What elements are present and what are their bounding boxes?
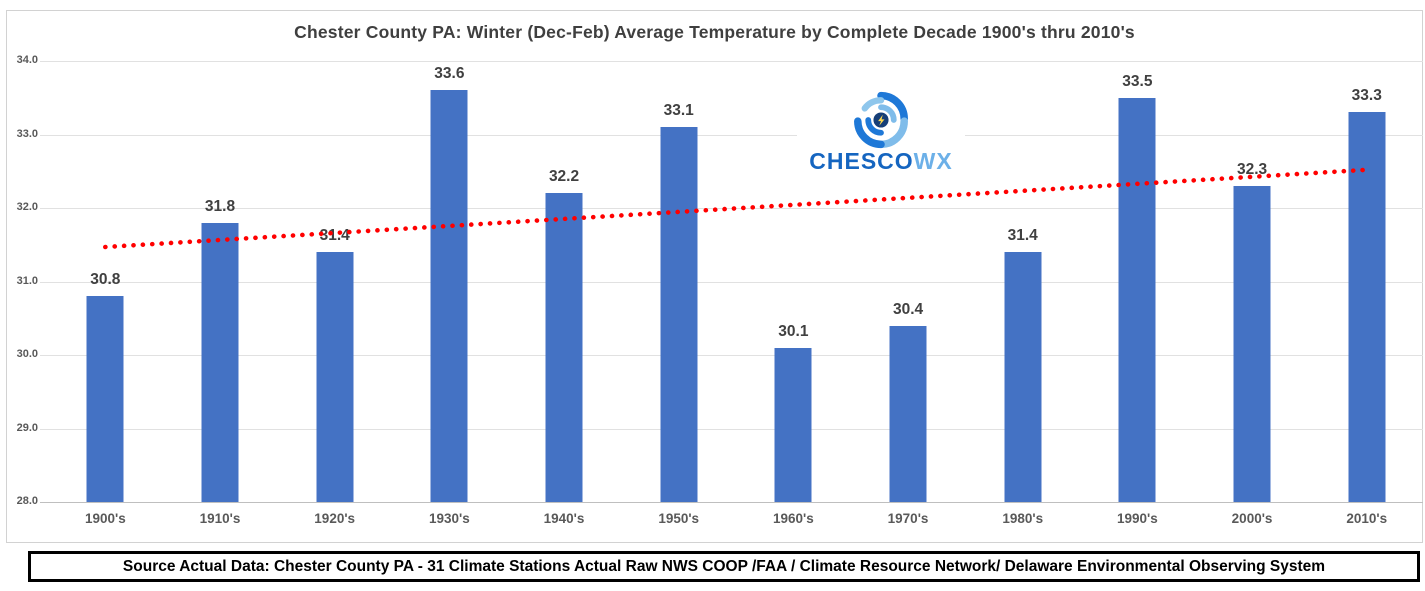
source-text: Source Actual Data: Chester County PA - … [122, 557, 1326, 575]
bar [430, 90, 468, 502]
bar-slot: 31.4 [277, 61, 392, 502]
bar-value-label: 33.3 [1351, 87, 1382, 105]
logo-text-secondary: WX [913, 148, 953, 174]
hurricane-swirl-icon [854, 91, 908, 149]
y-axis-tick-label: 32.0 [16, 201, 38, 213]
bar-value-label: 33.1 [663, 102, 694, 120]
bar-slot: 32.3 [1195, 61, 1310, 502]
bar-slot: 30.8 [48, 61, 163, 502]
bar-slot: 30.1 [736, 61, 851, 502]
y-axis-tick-label: 28.0 [16, 495, 38, 507]
bar [889, 325, 927, 502]
bar [1348, 112, 1386, 502]
category-label: 1940's [543, 511, 585, 526]
bar-slot: 31.8 [163, 61, 278, 502]
bar-slot: 33.3 [1309, 61, 1424, 502]
bar [316, 252, 354, 502]
plot-area: 30.8 31.8 31.4 33.6 32.2 33.1 30.1 30.4 31.4 33.5… [48, 61, 1424, 502]
category-label: 1900's [84, 511, 126, 526]
bar-value-label: 30.8 [90, 271, 121, 289]
category-label: 1960's [772, 511, 814, 526]
bar [86, 296, 124, 502]
y-axis-tick-label: 33.0 [16, 127, 38, 140]
bar [660, 127, 698, 502]
bar-value-label: 30.1 [778, 322, 809, 340]
gridline [40, 281, 1423, 283]
gridline [40, 502, 1423, 503]
bar [1233, 185, 1271, 502]
bar [545, 193, 583, 502]
category-label: 1910's [199, 511, 241, 526]
category-label: 1970's [887, 511, 929, 526]
category-label: 1990's [1117, 511, 1158, 526]
y-axis-tick-label: 29.0 [16, 421, 38, 434]
category-label: 2010's [1346, 511, 1388, 526]
bar-slot: 33.1 [621, 61, 736, 502]
gridline [40, 61, 1423, 62]
bar-value-label: 33.5 [1122, 72, 1153, 90]
chart-frame: Chester County PA: Winter (Dec-Feb) Aver… [6, 10, 1423, 543]
bar-slot: 32.2 [507, 61, 622, 502]
bar-slot: 30.4 [851, 61, 966, 502]
source-box: Source Actual Data: Chester County PA - … [28, 551, 1420, 582]
logo-text: CHESCOWX [809, 150, 952, 173]
bar-value-label: 33.6 [434, 65, 465, 83]
category-label: 1980's [1002, 511, 1044, 526]
bar-value-label: 32.3 [1236, 160, 1268, 178]
bar-value-label: 31.8 [204, 197, 236, 215]
y-axis-tick-label: 34.0 [16, 54, 38, 66]
y-axis-tick-label: 31.0 [16, 274, 38, 287]
bar [201, 222, 239, 502]
chescowx-logo: CHESCOWX [797, 86, 965, 178]
category-label: 2000's [1231, 511, 1273, 526]
x-axis: 1900's 1910's 1920's 1930's 1940's 1950's 1960… [48, 511, 1424, 526]
logo-text-primary: CHESCO [809, 148, 914, 174]
category-label: 1920's [314, 511, 356, 526]
bar [774, 347, 812, 502]
gridline [40, 134, 1423, 136]
bar-slot: 33.6 [392, 61, 507, 502]
category-label: 1930's [428, 511, 470, 526]
chart-title: Chester County PA: Winter (Dec-Feb) Aver… [294, 22, 1135, 42]
gridline [40, 428, 1423, 430]
bar-value-label: 31.4 [319, 227, 350, 245]
bar-value-label: 32.2 [548, 168, 580, 186]
bar [1004, 252, 1042, 502]
category-label: 1950's [658, 511, 700, 526]
y-axis-tick-label: 30.0 [16, 348, 38, 360]
bar-slot: 33.5 [1080, 61, 1195, 502]
bar-value-label: 31.4 [1007, 227, 1038, 245]
bar-slot: 31.4 [965, 61, 1080, 502]
bar [1118, 97, 1156, 502]
bar-value-label: 30.4 [892, 300, 924, 318]
gridline [40, 355, 1423, 356]
